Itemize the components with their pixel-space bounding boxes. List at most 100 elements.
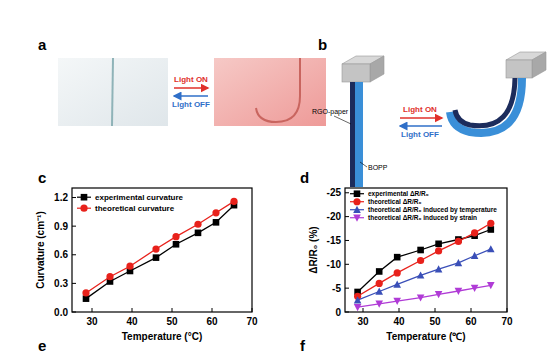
data-point <box>126 263 133 270</box>
data-point <box>354 296 362 303</box>
data-point <box>487 245 495 252</box>
series-line <box>358 223 491 296</box>
y-tick-label: -10 <box>327 259 342 270</box>
y-tick <box>345 192 349 193</box>
y-tick-label: -20 <box>327 211 342 222</box>
y-tick-label: -25 <box>327 187 342 198</box>
strip <box>112 58 113 126</box>
series-line <box>358 249 491 300</box>
data-point <box>417 257 424 264</box>
x-tick-label: 60 <box>206 316 218 327</box>
y-axis-label: ΔR/R₀ (%) <box>308 226 319 273</box>
data-point <box>82 289 89 296</box>
x-tick <box>399 308 400 312</box>
data-point <box>376 268 383 275</box>
data-point <box>435 247 442 254</box>
panel-label: c <box>38 169 46 186</box>
strip-bent <box>256 58 300 122</box>
clamp-side <box>370 56 384 82</box>
x-tick-label: 50 <box>429 316 441 327</box>
data-point <box>375 301 383 308</box>
data-point <box>471 252 479 259</box>
arrow <box>174 95 208 97</box>
legend-marker <box>353 214 361 221</box>
leader <box>360 162 367 167</box>
arrow-label: Light OFF <box>401 130 439 139</box>
x-tick <box>363 308 364 312</box>
layer-rgo <box>350 82 355 187</box>
x-tick <box>435 308 436 312</box>
data-point <box>195 230 202 237</box>
legend-label: experimental curvature <box>95 193 184 202</box>
panel-label: f <box>300 337 306 354</box>
strip-bopp-bent <box>450 78 522 133</box>
y-tick-label: 0.6 <box>54 249 68 260</box>
panel-label: e <box>38 337 46 354</box>
plot-area <box>82 198 237 302</box>
legend-label: theoretical ΔR/R₀ induced by strain <box>368 214 477 222</box>
data-point <box>487 220 494 227</box>
x-axis-label: Temperature (℃) <box>386 331 465 342</box>
series-line <box>358 285 491 307</box>
data-point <box>455 238 462 245</box>
data-point <box>417 294 425 301</box>
legend-label: theoretical ΔR/R₀ induced by temperature <box>368 206 497 214</box>
x-tick <box>172 308 173 312</box>
layer-bopp <box>355 82 363 187</box>
y-tick-label: 0.9 <box>54 221 68 232</box>
x-tick-label: 40 <box>126 316 138 327</box>
data-point <box>393 298 401 305</box>
panel-label: d <box>300 169 309 186</box>
plot-frame <box>345 188 507 312</box>
data-point <box>435 291 443 298</box>
layer-label: BOPP <box>368 164 388 171</box>
arrow <box>174 87 208 89</box>
data-point <box>488 226 495 233</box>
y-tick <box>345 288 349 289</box>
data-point <box>417 247 424 254</box>
clamp-front <box>342 64 370 82</box>
x-tick-label: 70 <box>501 316 513 327</box>
y-tick-label: 0 <box>335 307 341 318</box>
series-line <box>358 229 491 291</box>
y-tick-label: -15 <box>327 235 342 246</box>
data-point <box>417 271 425 278</box>
series-line <box>86 201 234 293</box>
panel-label: b <box>318 36 327 53</box>
photo-on <box>214 58 326 126</box>
data-point <box>194 221 201 228</box>
arrow-label: Light ON <box>174 75 208 84</box>
data-point <box>471 229 478 236</box>
data-point <box>393 280 401 287</box>
x-tick-label: 70 <box>246 316 258 327</box>
x-tick <box>471 308 472 312</box>
y-tick <box>345 264 349 265</box>
x-tick-label: 50 <box>166 316 178 327</box>
x-tick-label: 30 <box>357 316 369 327</box>
data-point <box>471 285 479 292</box>
panel-label: a <box>38 36 47 53</box>
data-point <box>455 259 463 266</box>
y-tick-label: 0.0 <box>54 307 68 318</box>
x-axis-label: Temperature (°C) <box>122 331 203 342</box>
data-point <box>376 280 383 287</box>
data-point <box>487 282 495 289</box>
data-point <box>212 209 219 216</box>
data-point <box>394 254 401 261</box>
x-tick-label: 60 <box>465 316 477 327</box>
figure: a b c d e f Light ON Light OFF RGO-paper BOPP Ligh… <box>0 0 554 355</box>
x-tick <box>92 308 93 312</box>
data-point <box>173 241 180 248</box>
legend-marker <box>353 206 361 213</box>
legend-marker <box>354 190 361 197</box>
clamp-front <box>506 60 532 78</box>
arrow-label: Light ON <box>403 105 437 114</box>
layer-label: RGO-paper <box>312 108 349 116</box>
data-point <box>152 245 159 252</box>
data-point <box>435 241 442 248</box>
y-axis-label: Curvature (cm⁻¹) <box>35 211 46 288</box>
data-point <box>106 273 113 280</box>
legend-marker <box>353 198 360 205</box>
data-point <box>153 254 160 261</box>
leader <box>334 116 351 124</box>
